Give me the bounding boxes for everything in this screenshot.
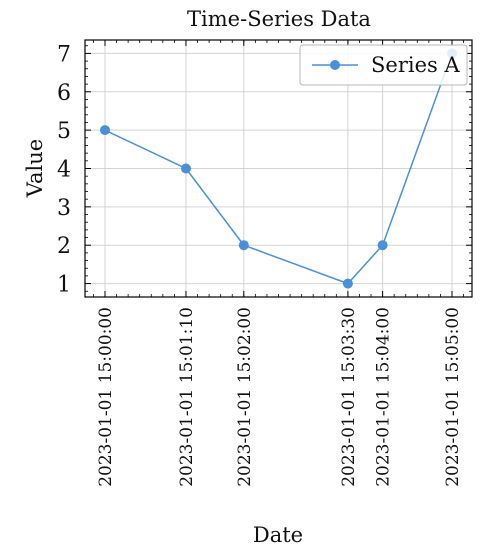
legend-marker (330, 60, 340, 70)
data-point (180, 163, 191, 174)
x-tick-label: 2023-01-01 15:02:00 (235, 307, 255, 487)
data-point (342, 278, 353, 289)
y-tick-label: 1 (57, 273, 71, 298)
data-point (238, 240, 249, 251)
series-group (100, 48, 457, 289)
x-tick-label: 2023-01-01 15:03:30 (339, 307, 359, 487)
major-ticks (85, 40, 472, 297)
plot-frame (84, 39, 473, 298)
y-axis-label: Value (23, 139, 47, 198)
legend-box (299, 44, 468, 86)
y-tick-labels: 1 2 3 4 5 6 7 (57, 42, 71, 297)
x-tick-label: 2023-01-01 15:04:00 (374, 307, 394, 487)
x-tick-label: 2023-01-01 15:01:10 (177, 307, 197, 487)
legend: Series A (299, 44, 468, 86)
y-tick-label: 7 (57, 42, 71, 67)
x-tick-labels: 2023-01-01 15:00:00 2023-01-01 15:01:10 20… (96, 307, 463, 487)
y-tick-label: 3 (57, 196, 71, 221)
y-tick-label: 5 (57, 119, 71, 144)
legend-label: Series A (371, 53, 460, 77)
data-point (377, 240, 388, 251)
data-point (100, 125, 110, 136)
series-line (104, 53, 453, 285)
x-axis-label: Date (253, 523, 303, 547)
y-tick-label: 4 (57, 158, 71, 183)
y-tick-label: 2 (57, 234, 71, 259)
y-tick-label: 6 (57, 81, 71, 106)
chart-title: Time-Series Data (187, 7, 371, 31)
x-tick-label: 2023-01-01 15:05:00 (443, 307, 463, 487)
x-tick-label: 2023-01-01 15:00:00 (96, 307, 116, 487)
